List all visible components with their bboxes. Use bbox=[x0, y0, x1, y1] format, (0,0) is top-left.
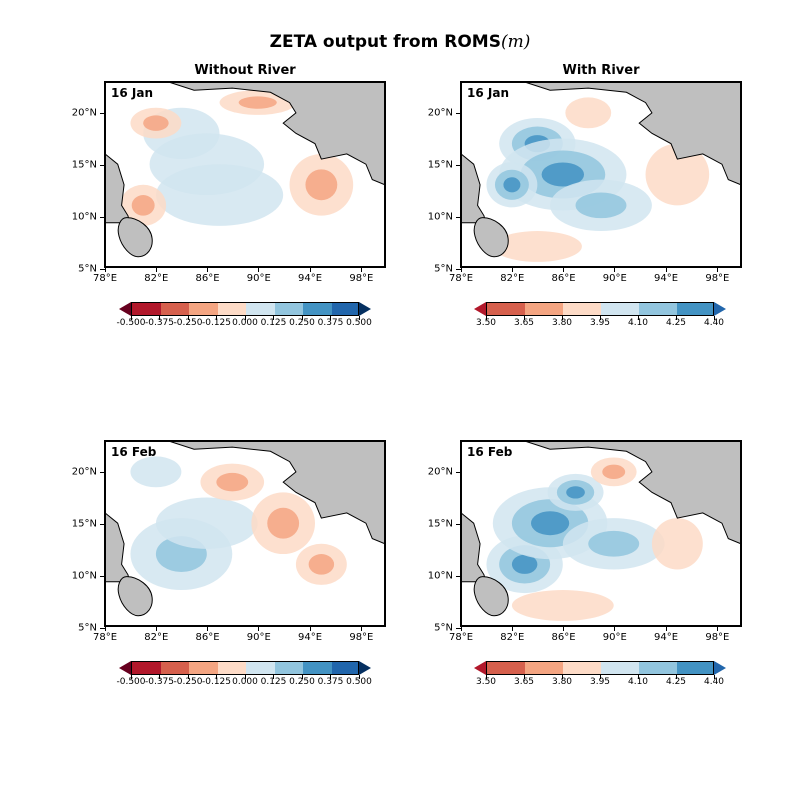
x-tick-label: 86°E bbox=[196, 267, 220, 284]
y-tick-label: 15°N bbox=[428, 160, 461, 171]
map-svg bbox=[105, 82, 385, 267]
x-tick-label: 94°E bbox=[298, 267, 322, 284]
x-tick-label: 78°E bbox=[449, 267, 473, 284]
x-tick-label: 82°E bbox=[144, 267, 168, 284]
panel-date-label: 16 Feb bbox=[467, 445, 512, 459]
map-panel-jan-without-river: 16 Jan 5°N10°N15°N20°N78°E82°E86°E90°E94… bbox=[104, 81, 386, 268]
x-tick-label: 86°E bbox=[552, 267, 576, 284]
colorbar bbox=[486, 661, 714, 675]
x-tick-label: 98°E bbox=[349, 267, 373, 284]
y-tick-label: 10°N bbox=[428, 212, 461, 223]
x-tick-label: 90°E bbox=[603, 267, 627, 284]
column-title-left: Without River bbox=[104, 63, 386, 78]
colorbar-extend-low bbox=[119, 661, 131, 675]
colorbar-extend-high bbox=[359, 302, 371, 316]
x-tick-label: 82°E bbox=[144, 626, 168, 643]
colorbar-extend-low bbox=[474, 661, 486, 675]
y-tick-label: 15°N bbox=[72, 519, 105, 530]
title-main: ZETA output from ROMS bbox=[270, 32, 501, 52]
map-svg bbox=[105, 441, 385, 626]
map-panel-feb-with-river: 16 Feb 5°N10°N15°N20°N78°E82°E86°E90°E94… bbox=[460, 440, 742, 627]
y-tick-label: 20°N bbox=[72, 108, 105, 119]
figure: { "title": { "main": "ZETA output from R… bbox=[0, 0, 800, 800]
colorbar bbox=[486, 302, 714, 316]
x-tick-label: 86°E bbox=[552, 626, 576, 643]
panel-date-label: 16 Jan bbox=[467, 86, 509, 100]
x-tick-label: 82°E bbox=[500, 267, 524, 284]
x-tick-label: 86°E bbox=[196, 626, 220, 643]
colorbar-extend-high bbox=[714, 661, 726, 675]
colorbar-extend-low bbox=[474, 302, 486, 316]
x-tick-label: 98°E bbox=[349, 626, 373, 643]
title-unit: (m) bbox=[501, 32, 530, 52]
colorbar-right-row1: 3.503.653.803.954.104.254.40 bbox=[474, 302, 726, 336]
panel-date-label: 16 Feb bbox=[111, 445, 156, 459]
x-tick-label: 82°E bbox=[500, 626, 524, 643]
colorbar bbox=[131, 302, 359, 316]
colorbar bbox=[131, 661, 359, 675]
y-tick-label: 15°N bbox=[72, 160, 105, 171]
x-tick-label: 78°E bbox=[449, 626, 473, 643]
y-tick-label: 20°N bbox=[428, 467, 461, 478]
colorbar-extend-high bbox=[714, 302, 726, 316]
y-tick-label: 20°N bbox=[72, 467, 105, 478]
map-svg bbox=[461, 441, 741, 626]
map-svg bbox=[461, 82, 741, 267]
colorbar-left-row1: -0.500-0.375-0.250-0.1250.0000.1250.2500… bbox=[119, 302, 371, 336]
colorbar-extend-high bbox=[359, 661, 371, 675]
x-tick-label: 98°E bbox=[705, 626, 729, 643]
y-tick-label: 10°N bbox=[72, 212, 105, 223]
map-panel-jan-with-river: 16 Jan 5°N10°N15°N20°N78°E82°E86°E90°E94… bbox=[460, 81, 742, 268]
colorbar-extend-low bbox=[119, 302, 131, 316]
colorbar-left-row2: -0.500-0.375-0.250-0.1250.0000.1250.2500… bbox=[119, 661, 371, 695]
y-tick-label: 10°N bbox=[72, 571, 105, 582]
y-tick-label: 20°N bbox=[428, 108, 461, 119]
figure-title: ZETA output from ROMS(m) bbox=[0, 32, 800, 52]
x-tick-label: 78°E bbox=[93, 267, 117, 284]
x-tick-label: 94°E bbox=[654, 626, 678, 643]
column-title-right: With River bbox=[460, 63, 742, 78]
x-tick-label: 98°E bbox=[705, 267, 729, 284]
y-tick-label: 15°N bbox=[428, 519, 461, 530]
x-tick-label: 94°E bbox=[298, 626, 322, 643]
x-tick-label: 94°E bbox=[654, 267, 678, 284]
colorbar-right-row2: 3.503.653.803.954.104.254.40 bbox=[474, 661, 726, 695]
x-tick-label: 90°E bbox=[603, 626, 627, 643]
panel-date-label: 16 Jan bbox=[111, 86, 153, 100]
y-tick-label: 10°N bbox=[428, 571, 461, 582]
map-panel-feb-without-river: 16 Feb 5°N10°N15°N20°N78°E82°E86°E90°E94… bbox=[104, 440, 386, 627]
x-tick-label: 78°E bbox=[93, 626, 117, 643]
x-tick-label: 90°E bbox=[247, 267, 271, 284]
x-tick-label: 90°E bbox=[247, 626, 271, 643]
